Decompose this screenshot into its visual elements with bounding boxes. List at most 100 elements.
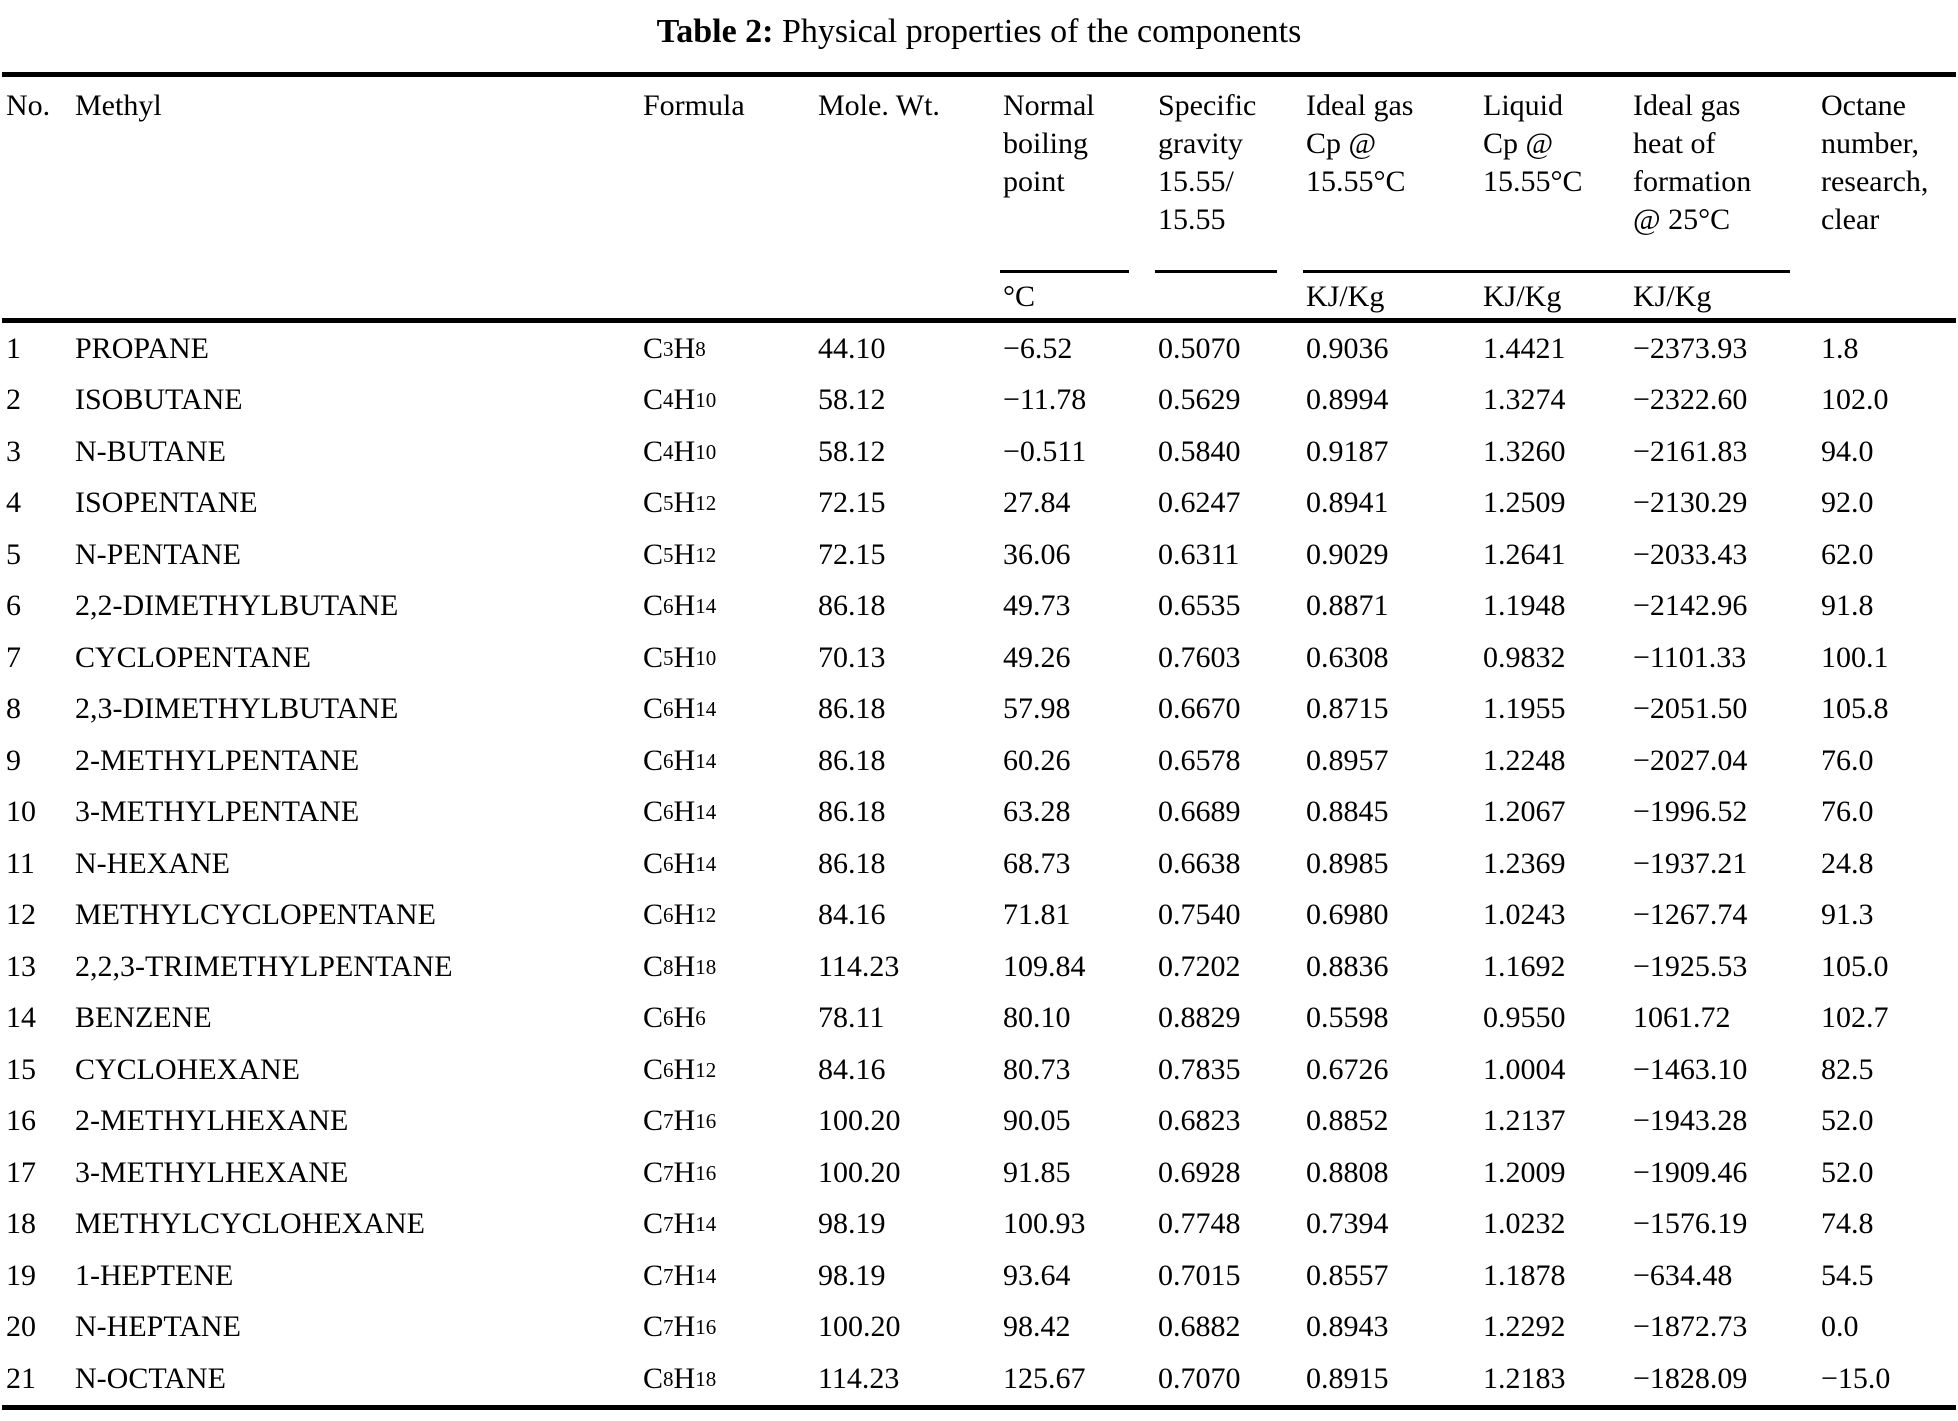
cell-liquid-cp: 1.2641	[1483, 537, 1566, 571]
column-header-formula: Formula	[640, 77, 815, 270]
table-row: 6 2,2-DIMETHYLBUTANE C 6 H 14 86.18 49.73 0.6535…	[0, 581, 1958, 633]
cell-liquid-cp: 0.9832	[1483, 640, 1566, 674]
cell-boiling-point: 109.84	[1003, 949, 1086, 983]
cell-specific-gravity: 0.7835	[1158, 1052, 1241, 1086]
unit-label-liquid-cp: KJ/Kg	[1483, 280, 1562, 313]
cell-liquid-cp: 1.1878	[1483, 1258, 1566, 1292]
cell-name: 3-METHYLPENTANE	[75, 795, 360, 829]
cell-liquid-cp: 1.2183	[1483, 1361, 1566, 1395]
cell-heat-of-formation: −1909.46	[1633, 1155, 1748, 1189]
column-header-octane: Octane number, research, clear	[1818, 77, 1958, 270]
specific-gravity-rule	[1155, 270, 1277, 318]
column-header-line: boiling	[1003, 127, 1089, 160]
cell-octane: 1.8	[1821, 331, 1859, 365]
cell-octane: 100.1	[1821, 640, 1889, 674]
table-row: 13 2,2,3-TRIMETHYLPENTANE C 8 H 18 114.23 109.8…	[0, 941, 1958, 993]
table-title-text: Physical properties of the components	[781, 13, 1302, 50]
cell-no: 14	[6, 1001, 36, 1035]
cell-formula: C 5 H 12	[643, 537, 717, 571]
cell-specific-gravity: 0.6578	[1158, 743, 1241, 777]
cell-liquid-cp: 1.1692	[1483, 949, 1566, 983]
cell-liquid-cp: 0.9550	[1483, 1001, 1566, 1035]
cell-mole-wt: 114.23	[818, 1361, 900, 1395]
cell-heat-of-formation: −1937.21	[1633, 846, 1748, 880]
cell-octane: 24.8	[1821, 846, 1874, 880]
cell-specific-gravity: 0.5629	[1158, 383, 1241, 417]
cell-no: 5	[6, 537, 21, 571]
cell-ideal-gas-cp: 0.8941	[1306, 486, 1389, 520]
cell-name: METHYLCYCLOPENTANE	[75, 898, 436, 932]
column-header-line: 15.55/	[1158, 165, 1234, 198]
cell-specific-gravity: 0.7603	[1158, 640, 1241, 674]
cell-formula: C 6 H 14	[643, 692, 717, 726]
table-row: 19 1-HEPTENE C 7 H 14 98.19 93.64 0.7015 0.8557 1.…	[0, 1250, 1958, 1302]
cell-liquid-cp: 1.2009	[1483, 1155, 1566, 1189]
column-header-line: 15.55	[1158, 203, 1226, 236]
cell-formula: C 4 H 10	[643, 434, 717, 468]
cell-specific-gravity: 0.6311	[1158, 537, 1240, 571]
cell-mole-wt: 100.20	[818, 1104, 901, 1138]
cell-name: 2,2,3-TRIMETHYLPENTANE	[75, 949, 453, 983]
cell-octane: 82.5	[1821, 1052, 1874, 1086]
column-header-line: Normal	[1003, 89, 1095, 122]
cell-boiling-point: 100.93	[1003, 1207, 1086, 1241]
table-row: 17 3-METHYLHEXANE C 7 H 16 100.20 91.85 0.6928 0.…	[0, 1147, 1958, 1199]
cell-ideal-gas-cp: 0.9187	[1306, 434, 1389, 468]
column-header-line: Cp @	[1483, 127, 1554, 160]
cell-mole-wt: 100.20	[818, 1155, 901, 1189]
cell-name: CYCLOPENTANE	[75, 640, 311, 674]
cell-specific-gravity: 0.7015	[1158, 1258, 1241, 1292]
cell-liquid-cp: 1.0004	[1483, 1052, 1566, 1086]
cell-no: 17	[6, 1155, 36, 1189]
table-row: 2 ISOBUTANE C 4 H 10 58.12 −11.78 0.5629 0.8994 1.…	[0, 375, 1958, 427]
cell-heat-of-formation: 1061.72	[1633, 1001, 1731, 1035]
cell-heat-of-formation: −2051.50	[1633, 692, 1748, 726]
table-header-rule	[2, 318, 1956, 323]
cell-boiling-point: 90.05	[1003, 1104, 1071, 1138]
cell-ideal-gas-cp: 0.8845	[1306, 795, 1389, 829]
cell-heat-of-formation: −2322.60	[1633, 383, 1748, 417]
cell-formula: C 7 H 14	[643, 1207, 717, 1241]
cell-formula: C 7 H 16	[643, 1155, 717, 1189]
cell-octane: 62.0	[1821, 537, 1874, 571]
cell-no: 16	[6, 1104, 36, 1138]
cell-ideal-gas-cp: 0.6726	[1306, 1052, 1389, 1086]
column-header-line: Specific	[1158, 89, 1257, 122]
table-row: 12 METHYLCYCLOPENTANE C 6 H 12 84.16 71.81 0.754…	[0, 890, 1958, 942]
cell-octane: 102.7	[1821, 1001, 1889, 1035]
cell-mole-wt: 44.10	[818, 331, 886, 365]
cell-no: 13	[6, 949, 36, 983]
cell-ideal-gas-cp: 0.8557	[1306, 1258, 1389, 1292]
cell-liquid-cp: 1.2509	[1483, 486, 1566, 520]
column-header-line: point	[1003, 165, 1065, 198]
cell-boiling-point: 36.06	[1003, 537, 1071, 571]
cell-heat-of-formation: −1925.53	[1633, 949, 1748, 983]
physical-properties-table: No. Methyl Formula Mole. Wt. Normal boiling po…	[0, 72, 1958, 1410]
cell-liquid-cp: 1.3260	[1483, 434, 1566, 468]
cell-heat-of-formation: −2130.29	[1633, 486, 1748, 520]
table-row: 21 N-OCTANE C 8 H 18 114.23 125.67 0.7070 0.8915 1…	[0, 1353, 1958, 1405]
cell-name: 2,2-DIMETHYLBUTANE	[75, 589, 399, 623]
cell-boiling-point: 57.98	[1003, 692, 1071, 726]
cell-name: 2-METHYLHEXANE	[75, 1104, 349, 1138]
cell-mole-wt: 70.13	[818, 640, 886, 674]
cell-boiling-point: 80.10	[1003, 1001, 1071, 1035]
column-header-liquid-cp: Liquid Cp @ 15.55°C	[1480, 77, 1630, 270]
cell-heat-of-formation: −1463.10	[1633, 1052, 1748, 1086]
cell-specific-gravity: 0.7070	[1158, 1361, 1241, 1395]
cell-octane: 91.3	[1821, 898, 1874, 932]
cell-heat-of-formation: −2373.93	[1633, 331, 1748, 365]
cell-name: N-OCTANE	[75, 1361, 226, 1395]
cell-mole-wt: 58.12	[818, 383, 886, 417]
table-row: 15 CYCLOHEXANE C 6 H 12 84.16 80.73 0.7835 0.6726…	[0, 1044, 1958, 1096]
cell-ideal-gas-cp: 0.8836	[1306, 949, 1389, 983]
cell-boiling-point: 68.73	[1003, 846, 1071, 880]
cell-boiling-point: 49.26	[1003, 640, 1071, 674]
cell-specific-gravity: 0.6689	[1158, 795, 1241, 829]
cell-name: 3-METHYLHEXANE	[75, 1155, 349, 1189]
cell-formula: C 6 H 12	[643, 1052, 717, 1086]
table-header-row: No. Methyl Formula Mole. Wt. Normal boiling po…	[0, 77, 1958, 270]
cell-octane: 52.0	[1821, 1104, 1874, 1138]
cell-no: 11	[6, 846, 35, 880]
cell-ideal-gas-cp: 0.6980	[1306, 898, 1389, 932]
